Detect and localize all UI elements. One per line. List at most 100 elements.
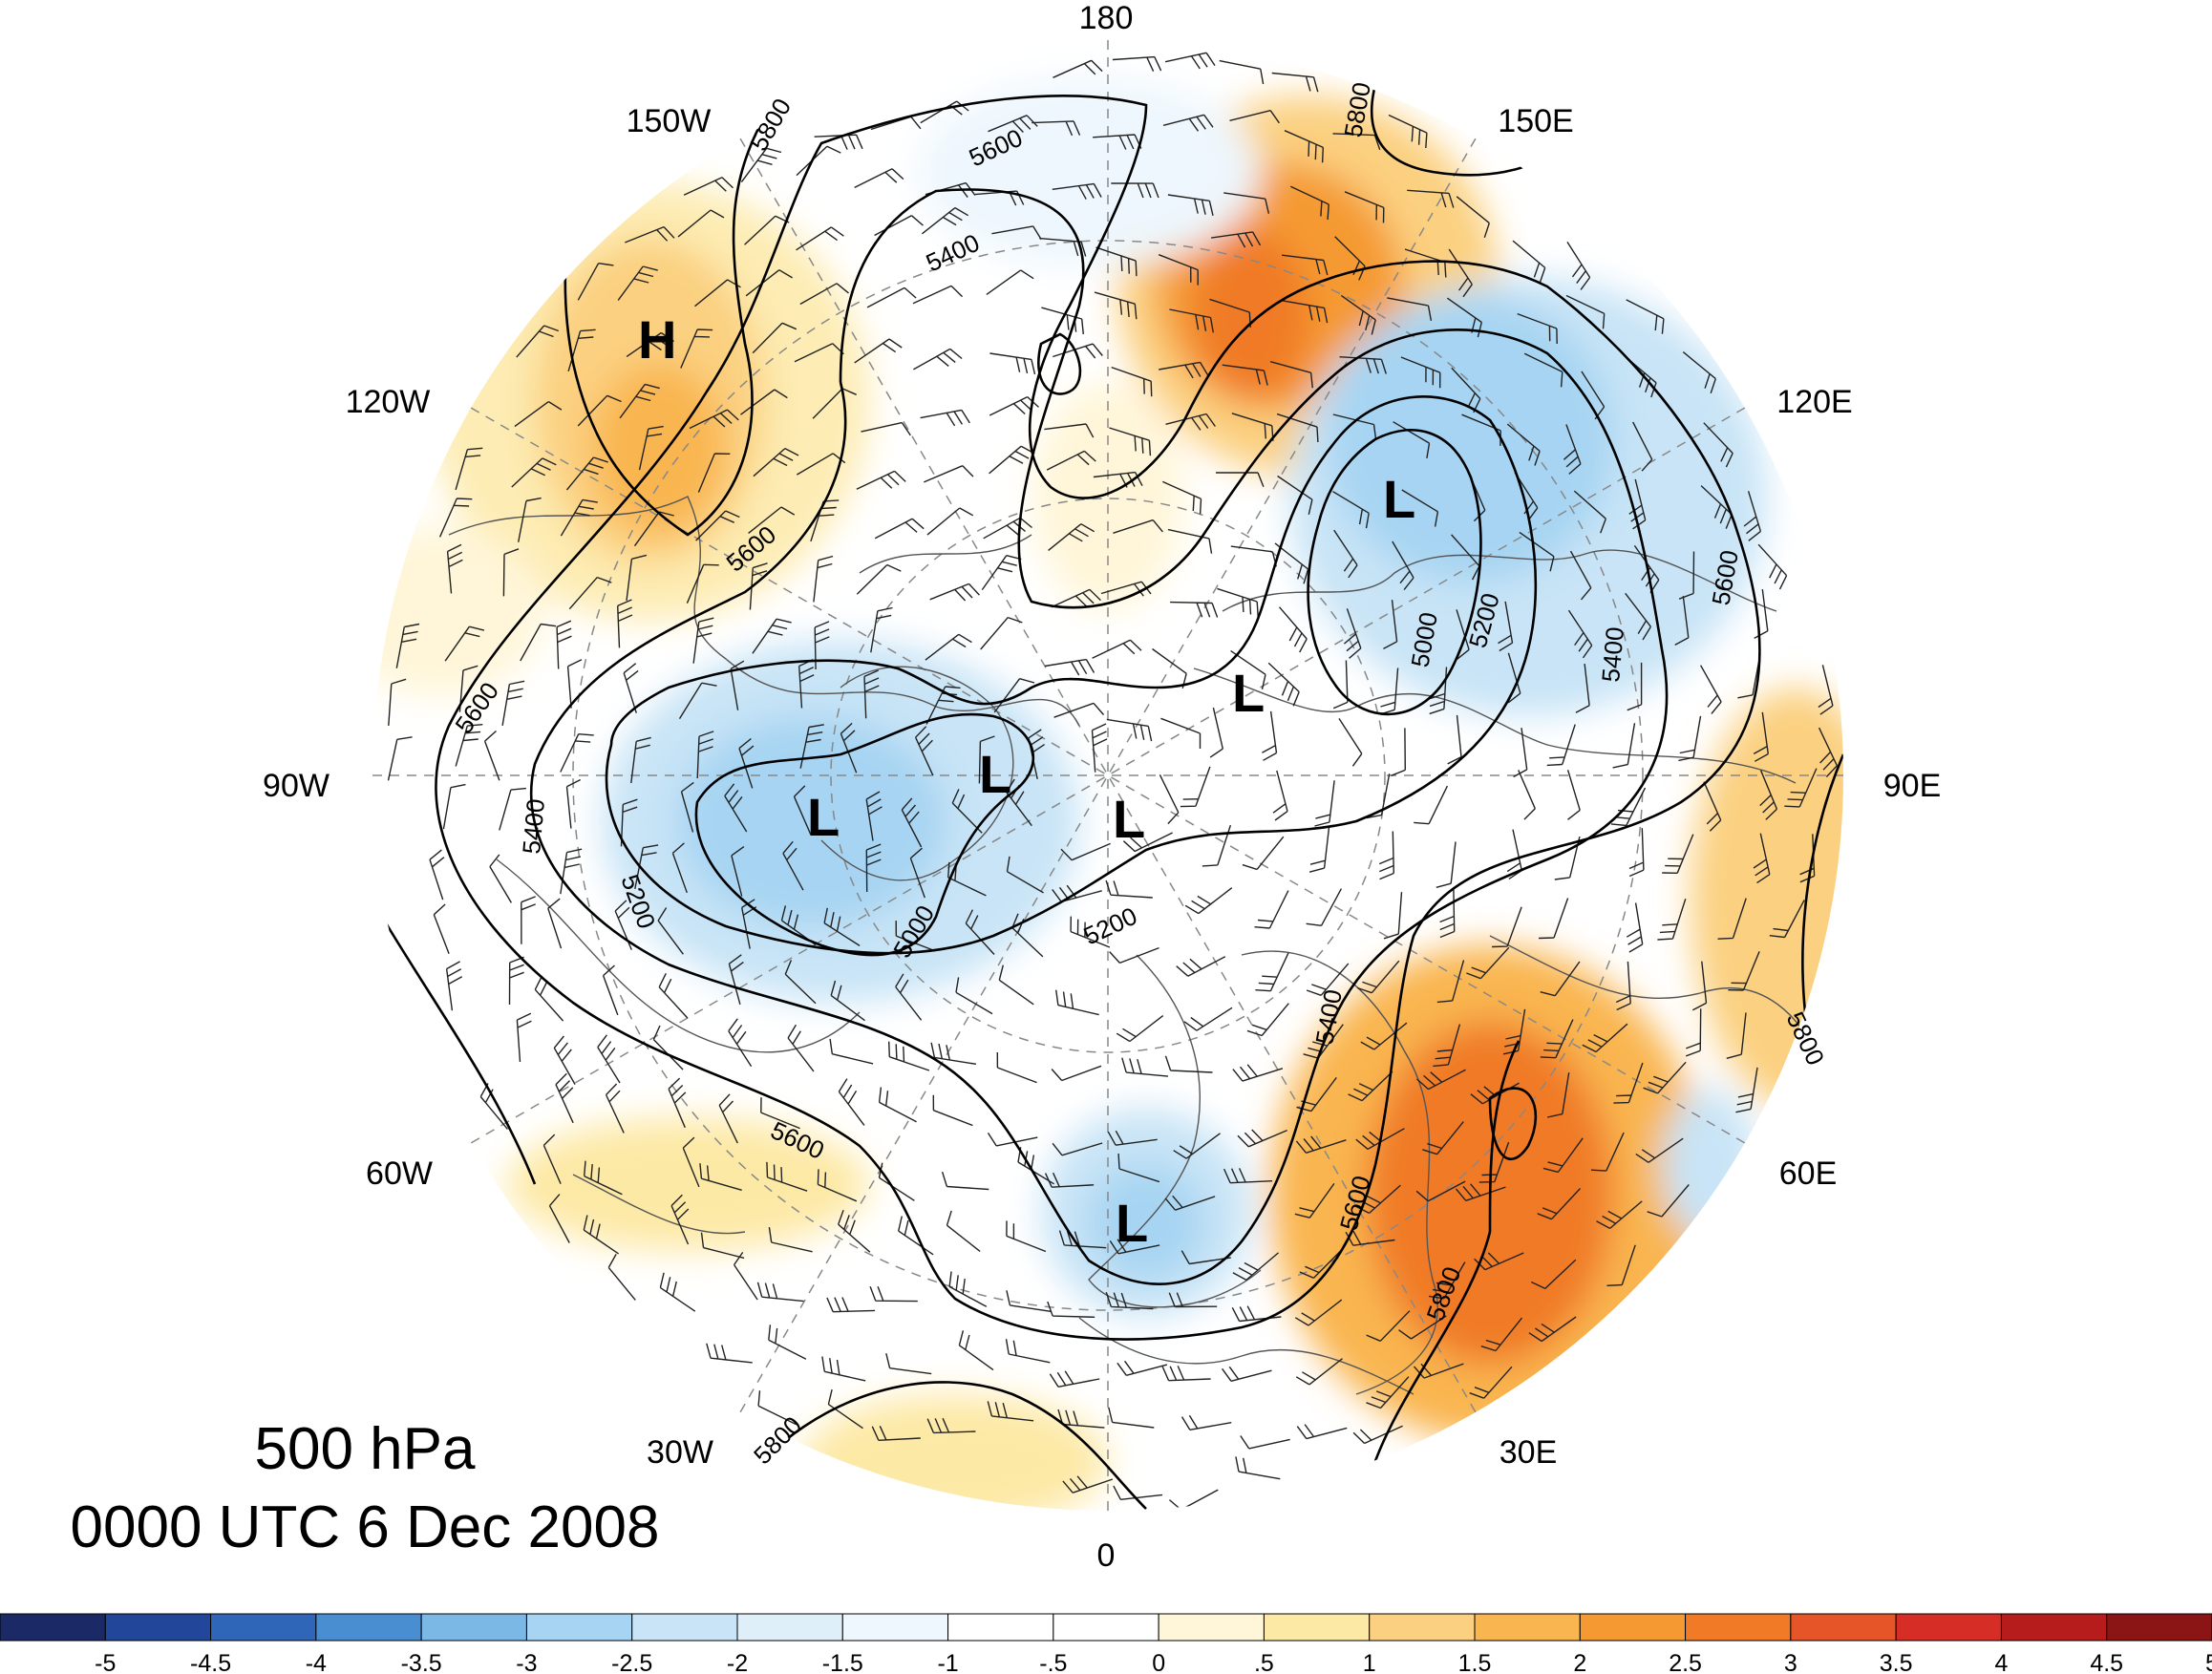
lon-label-180: 180	[1079, 0, 1134, 36]
wind-barb	[623, 663, 639, 713]
wind-barb	[706, 1343, 753, 1364]
colorbar-swatch	[315, 1613, 422, 1642]
lon-label-150e: 150E	[1498, 103, 1573, 139]
wind-barb	[1047, 1301, 1095, 1318]
wind-barb	[614, 900, 632, 950]
wind-barb	[677, 209, 725, 238]
wind-barb	[1109, 427, 1152, 456]
wind-barb	[1610, 787, 1647, 827]
wind-barb	[753, 447, 799, 477]
wind-barb	[1053, 702, 1105, 718]
wind-barb	[695, 510, 740, 541]
colorbar-swatch	[947, 1613, 1054, 1642]
wind-barb	[1272, 770, 1288, 821]
lon-label-0: 0	[1097, 1537, 1116, 1574]
wind-barb	[1164, 52, 1216, 70]
wind-barb	[1428, 1261, 1466, 1300]
wind-barb	[1294, 1182, 1335, 1218]
wind-barb	[1507, 652, 1521, 704]
colorbar-label: 2.5	[1669, 1650, 1702, 1674]
wind-barb	[1387, 297, 1433, 322]
wind-barb	[869, 1285, 918, 1303]
wind-barb	[780, 905, 817, 946]
wind-barb	[1094, 291, 1138, 320]
wind-barb	[1017, 1147, 1054, 1185]
wind-barb	[1333, 529, 1358, 579]
wind-barb	[1456, 196, 1490, 239]
wind-barb	[1161, 1366, 1211, 1382]
wind-barb	[1032, 120, 1081, 137]
wind-barb	[1547, 1072, 1570, 1118]
wind-barb	[1122, 832, 1173, 853]
wind-barb	[1612, 723, 1636, 769]
wind-barb	[1277, 475, 1313, 515]
wind-barb	[584, 1160, 623, 1196]
wind-barb	[980, 616, 1023, 650]
wind-barb	[617, 599, 633, 648]
lon-label-120w: 120W	[346, 384, 431, 420]
wind-barb	[1223, 1168, 1273, 1184]
wind-barb	[991, 225, 1042, 240]
wind-barb	[670, 1194, 690, 1245]
wind-barb	[1180, 1414, 1232, 1430]
wind-barb	[1237, 1129, 1287, 1148]
wind-barb	[738, 737, 755, 789]
wind-barb	[1091, 723, 1108, 773]
colorbar-swatch	[1369, 1613, 1476, 1642]
wind-barb	[810, 499, 840, 542]
wind-barb	[823, 907, 861, 946]
wind-barb	[1530, 1259, 1577, 1290]
wind-barb	[433, 903, 450, 955]
wind-barb	[1058, 1230, 1107, 1249]
wind-barb	[724, 783, 748, 833]
wind-barb	[1429, 667, 1448, 715]
lon-label-90w: 90W	[263, 768, 330, 804]
wind-barb	[1215, 472, 1265, 488]
colorbar-label: -3	[516, 1650, 537, 1674]
wind-barb	[921, 206, 969, 235]
wind-barb	[1759, 770, 1778, 820]
wind-barb	[1111, 182, 1159, 199]
wind-barb	[1703, 422, 1733, 468]
wind-barb	[1267, 662, 1300, 707]
wind-barb	[1109, 946, 1159, 964]
wind-barb	[1039, 237, 1087, 257]
wind-barb	[760, 1097, 800, 1130]
wind-barb	[1044, 1172, 1095, 1188]
wind-barb	[1407, 189, 1455, 208]
wind-barb	[1627, 662, 1643, 711]
wind-barb	[768, 1324, 807, 1360]
wind-barb	[429, 849, 445, 901]
wind-barb	[1105, 1291, 1154, 1310]
wind-barb	[865, 843, 882, 893]
wind-barb	[946, 1210, 981, 1252]
wind-barb	[838, 1209, 871, 1253]
colorbar-label: -1.5	[822, 1650, 863, 1674]
high-pressure-center: H	[638, 309, 676, 370]
wind-barb	[1519, 531, 1555, 572]
wind-barb	[1606, 1244, 1636, 1286]
wind-barb	[1240, 1435, 1290, 1450]
wind-barb	[1229, 110, 1280, 124]
low-pressure-center: L	[1113, 789, 1145, 849]
colorbar-swatch	[420, 1613, 527, 1642]
wind-barb	[838, 1078, 865, 1126]
wind-barb	[1360, 1022, 1408, 1050]
wind-barb	[516, 1012, 532, 1063]
colorbar-swatch	[2000, 1613, 2108, 1642]
colorbar-label: 3.5	[1880, 1650, 1913, 1674]
wind-barb	[1062, 1475, 1114, 1494]
wind-barb	[1393, 421, 1431, 459]
wind-barb	[634, 844, 659, 890]
wind-barb	[1502, 1008, 1526, 1055]
wind-barb	[1401, 489, 1439, 527]
wind-barb	[1041, 307, 1084, 334]
wind-barb	[565, 456, 608, 491]
wind-barb	[998, 964, 1034, 1006]
colorbar-swatch	[1685, 1613, 1792, 1642]
colorbar-label: -2	[727, 1650, 748, 1674]
wind-barb	[1378, 831, 1394, 880]
wind-barb	[1383, 892, 1403, 940]
wind-barb	[511, 457, 557, 488]
wind-barb	[731, 846, 745, 897]
